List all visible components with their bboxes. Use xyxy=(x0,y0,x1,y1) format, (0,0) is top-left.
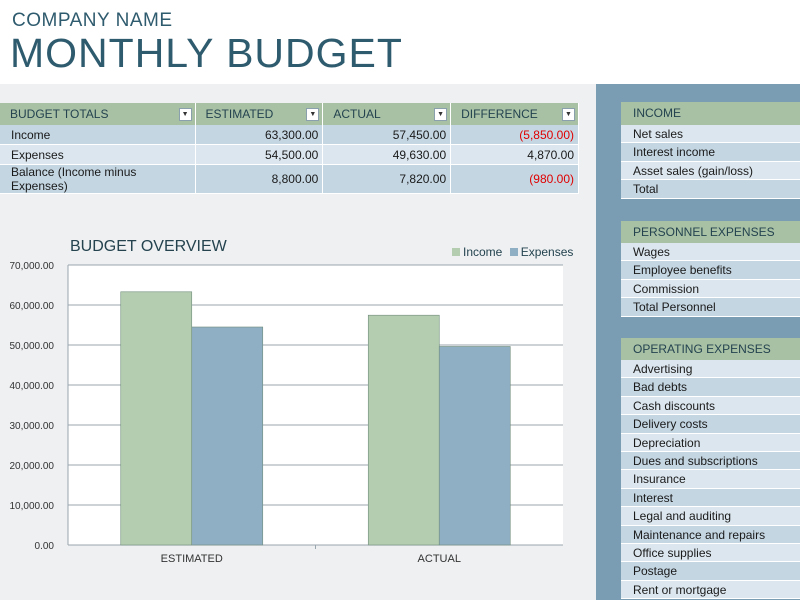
difference-cell[interactable]: 4,870.00 xyxy=(450,144,579,165)
table-header-row: BUDGET TOTALS ▼ ESTIMATED ▼ ACTUAL ▼ DIFFER… xyxy=(0,103,579,125)
actual-cell[interactable]: 57,450.00 xyxy=(322,125,452,145)
estimated-cell[interactable]: 63,300.00 xyxy=(195,125,324,145)
page-header: COMPANY NAME MONTHLY BUDGET xyxy=(0,0,800,84)
list-item[interactable]: Advertising xyxy=(621,360,800,379)
list-item[interactable]: Net sales xyxy=(621,125,800,144)
list-item[interactable]: Maintenance and repairs xyxy=(621,525,800,544)
list-item[interactable]: Delivery costs xyxy=(621,415,800,434)
company-name: COMPANY NAME xyxy=(12,10,173,31)
legend-swatch-expenses xyxy=(509,248,518,256)
y-tick-label: 40,000.00 xyxy=(10,381,55,392)
legend-label-expenses: Expenses xyxy=(520,245,574,259)
section-title-income: INCOME xyxy=(621,102,800,125)
column-header-actual[interactable]: ACTUAL ▼ xyxy=(322,103,452,125)
column-header-label: DIFFERENCE xyxy=(461,107,538,121)
list-item[interactable]: Dues and subscriptions xyxy=(621,451,800,471)
list-item[interactable]: Wages xyxy=(621,243,800,262)
estimated-cell[interactable]: 8,800.00 xyxy=(195,164,324,194)
column-header-label: BUDGET TOTALS xyxy=(10,107,109,121)
column-header-budget-totals[interactable]: BUDGET TOTALS ▼ xyxy=(0,103,196,125)
list-item[interactable]: Interest xyxy=(621,488,800,508)
difference-cell[interactable]: (5,850.00) xyxy=(450,125,579,145)
section-title-operating: OPERATING EXPENSES xyxy=(621,338,800,361)
list-item[interactable]: Office supplies xyxy=(621,543,800,563)
income-list: Net sales Interest income Asset sales (g… xyxy=(621,125,800,199)
list-item[interactable]: Postage xyxy=(621,562,800,581)
table-row: Expenses 54,500.00 49,630.00 4,870.00 xyxy=(0,144,579,165)
column-header-estimated[interactable]: ESTIMATED ▼ xyxy=(195,103,324,125)
list-item[interactable]: Total Personnel xyxy=(621,298,800,317)
budget-totals-table: BUDGET TOTALS ▼ ESTIMATED ▼ ACTUAL ▼ DIFFER… xyxy=(0,103,579,194)
y-tick-label: 60,000.00 xyxy=(10,301,55,312)
column-header-label: ESTIMATED xyxy=(205,107,274,121)
list-item[interactable]: Depreciation xyxy=(621,433,800,452)
legend-item-expenses: Expenses xyxy=(509,245,574,259)
list-item[interactable]: Total xyxy=(621,180,800,199)
list-item[interactable]: Employee benefits xyxy=(621,261,800,280)
column-header-difference[interactable]: DIFFERENCE ▼ xyxy=(450,103,579,125)
table-row: Income 63,300.00 57,450.00 (5,850.00) xyxy=(0,125,579,145)
row-label[interactable]: Expenses xyxy=(0,144,196,165)
chart-legend: Income Expenses xyxy=(448,245,573,259)
bar-income-estimated xyxy=(120,291,193,546)
x-tick-label: ACTUAL xyxy=(418,553,461,565)
list-item[interactable]: Commission xyxy=(621,279,800,299)
chart-title: BUDGET OVERVIEW xyxy=(70,238,227,255)
bar-expenses-actual xyxy=(438,346,511,546)
list-item[interactable]: Insurance xyxy=(621,470,800,489)
filter-dropdown-icon[interactable]: ▼ xyxy=(178,108,192,121)
row-label[interactable]: Income xyxy=(0,125,196,145)
list-item[interactable]: Rent or mortgage xyxy=(621,580,800,600)
estimated-cell[interactable]: 54,500.00 xyxy=(195,144,324,165)
column-header-label: ACTUAL xyxy=(333,107,381,121)
y-tick-label: 50,000.00 xyxy=(10,341,55,352)
x-tick-label: ESTIMATED xyxy=(161,553,223,565)
actual-cell[interactable]: 49,630.00 xyxy=(322,144,452,165)
bar-expenses-estimated xyxy=(191,326,264,546)
legend-item-income: Income xyxy=(452,245,502,259)
personnel-list: Wages Employee benefits Commission Total… xyxy=(621,243,800,317)
budget-overview-chart[interactable]: 0.00 10,000.00 20,000.00 30,000.00 40,000.00… xyxy=(0,255,590,570)
filter-dropdown-icon[interactable]: ▼ xyxy=(562,108,575,121)
legend-swatch-income xyxy=(452,248,460,256)
y-tick-label: 70,000.00 xyxy=(10,261,55,272)
filter-dropdown-icon[interactable]: ▼ xyxy=(434,108,448,121)
difference-cell[interactable]: (980.00) xyxy=(450,164,579,194)
y-tick-label: 30,000.00 xyxy=(10,421,55,432)
bar-income-actual xyxy=(367,314,440,546)
list-item[interactable]: Cash discounts xyxy=(621,396,800,416)
list-item[interactable]: Bad debts xyxy=(621,378,800,397)
section-title-personnel: PERSONNEL EXPENSES xyxy=(621,221,800,244)
legend-label-income: Income xyxy=(463,245,503,259)
filter-dropdown-icon[interactable]: ▼ xyxy=(306,108,320,121)
table-row: Balance (Income minus Expenses) 8,800.00… xyxy=(0,164,579,194)
y-tick-label: 0.00 xyxy=(35,541,55,552)
row-label[interactable]: Balance (Income minus Expenses) xyxy=(0,164,196,194)
list-item[interactable]: Interest income xyxy=(621,143,800,162)
page-title: MONTHLY BUDGET xyxy=(10,30,403,76)
list-item[interactable]: Legal and auditing xyxy=(621,507,800,526)
y-tick-label: 10,000.00 xyxy=(10,501,55,512)
operating-list: Advertising Bad debts Cash discounts Del… xyxy=(621,360,800,600)
y-tick-label: 20,000.00 xyxy=(10,461,55,472)
list-item[interactable]: Asset sales (gain/loss) xyxy=(621,161,800,181)
actual-cell[interactable]: 7,820.00 xyxy=(322,164,452,194)
